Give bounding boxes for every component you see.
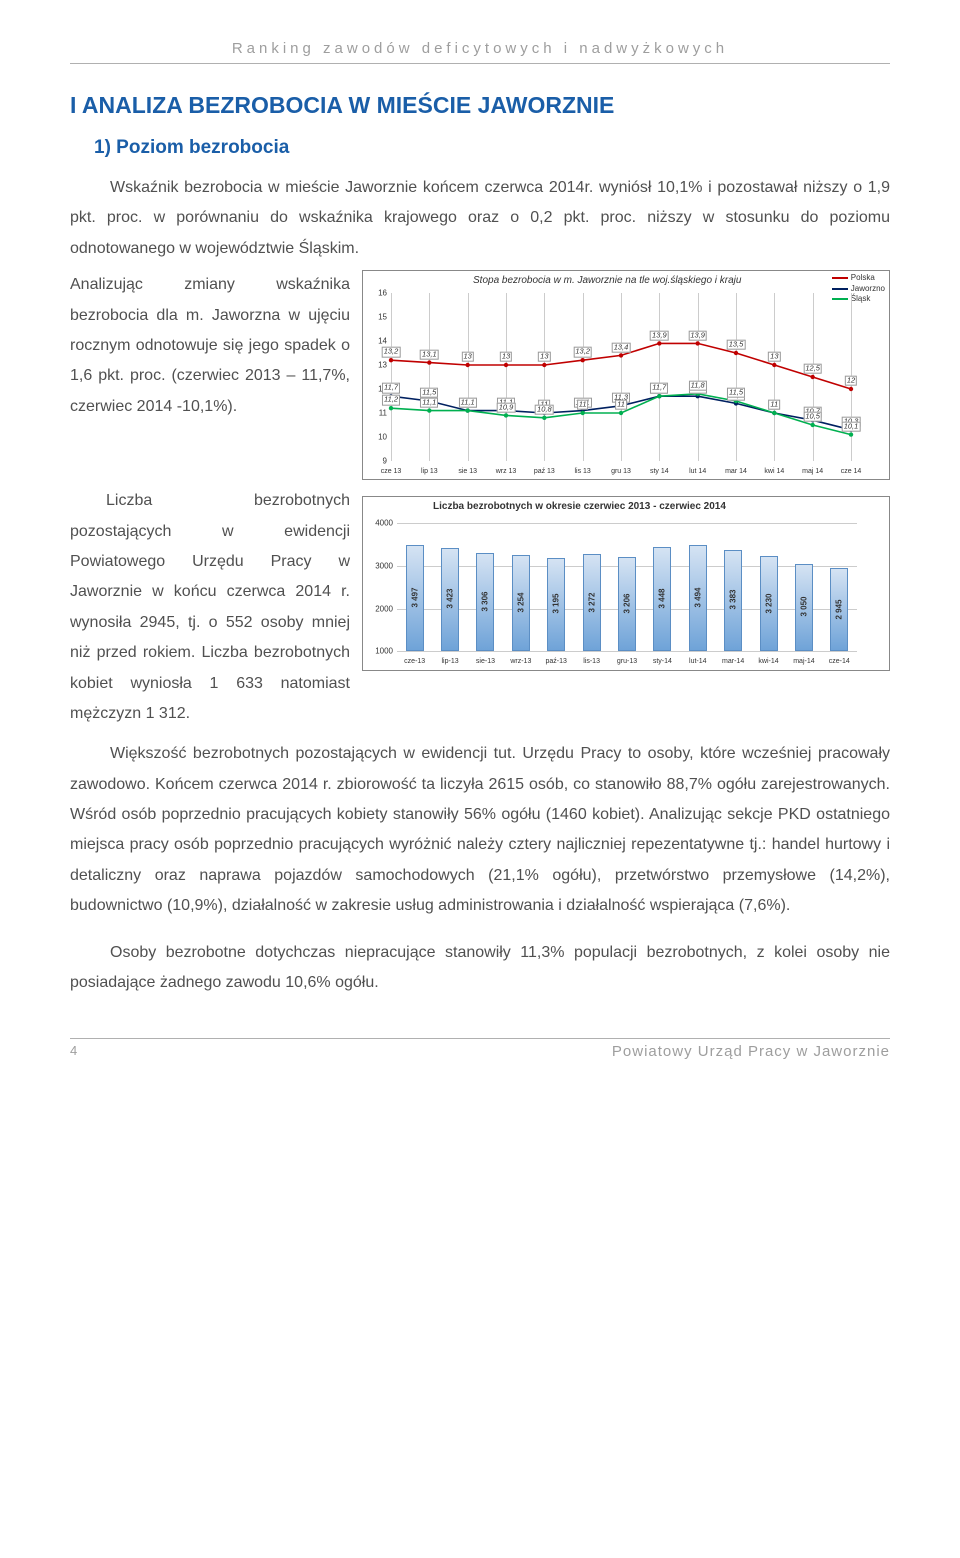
- side-paragraph-1: Analizując zmiany wskaźnika bezrobocia d…: [70, 270, 350, 480]
- side-paragraph-2: Liczba bezrobotnych pozostających w ewid…: [70, 486, 350, 729]
- page-footer: 4 Powiatowy Urząd Pracy w Jaworznie: [70, 1038, 890, 1060]
- page-number: 4: [70, 1043, 77, 1060]
- line-chart-title: Stopa bezrobocia w m. Jaworznie na tle w…: [473, 275, 741, 286]
- paragraph-2: Większość bezrobotnych pozostających w e…: [70, 739, 890, 921]
- paragraph-3: Osoby bezrobotne dotychczas niepracujące…: [70, 938, 890, 999]
- bar-chart-title: Liczba bezrobotnych w okresie czerwiec 2…: [433, 501, 726, 512]
- page-header-band: Ranking zawodów deficytowych i nadwyżkow…: [70, 40, 890, 64]
- section-title: I ANALIZA BEZROBOCIA W MIEŚCIE JAWORZNIE: [70, 92, 890, 119]
- bar-chart: Liczba bezrobotnych w okresie czerwiec 2…: [362, 496, 890, 671]
- footer-org: Powiatowy Urząd Pracy w Jaworznie: [612, 1043, 890, 1060]
- paragraph-intro: Wskaźnik bezrobocia w mieście Jaworznie …: [70, 173, 890, 264]
- line-chart: Stopa bezrobocia w m. Jaworznie na tle w…: [362, 270, 890, 480]
- side2-word1: Liczba: [70, 486, 152, 516]
- side2-word2: bezrobotnych: [218, 486, 350, 516]
- side2-rest: pozostających w ewidencji Powiatowego Ur…: [70, 523, 350, 722]
- subsection-title: 1) Poziom bezrobocia: [94, 137, 890, 159]
